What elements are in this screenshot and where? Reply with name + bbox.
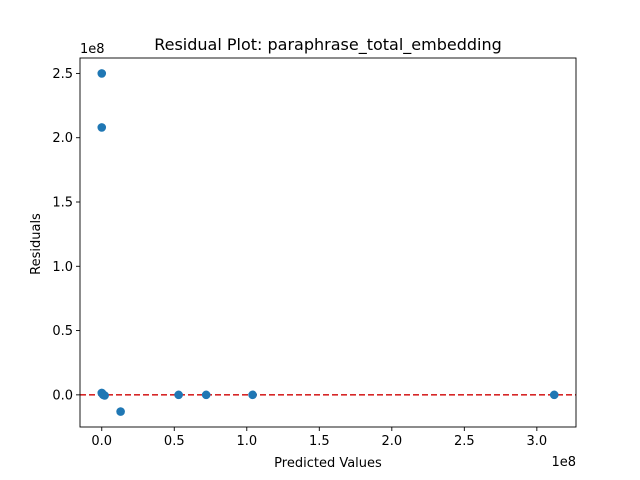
scatter-point xyxy=(100,391,109,400)
x-tick-label: 1.0 xyxy=(236,434,257,449)
y-tick-label: 2.0 xyxy=(52,131,73,146)
x-axis-label: Predicted Values xyxy=(274,456,382,471)
chart-title: Residual Plot: paraphrase_total_embeddin… xyxy=(154,35,502,55)
scatter-point xyxy=(174,390,183,400)
x-tick-label: 2.5 xyxy=(454,434,475,449)
y-tick-label: 1.5 xyxy=(52,196,73,211)
scatter-point xyxy=(549,390,559,400)
y-tick-label: 2.5 xyxy=(52,67,73,82)
scatter-point xyxy=(116,407,125,416)
y-tick-label: 1.0 xyxy=(52,260,73,275)
y-axis-label: Residuals xyxy=(29,213,44,275)
y-tick-label: 0.0 xyxy=(52,388,73,403)
x-offset-label: 1e8 xyxy=(551,455,576,470)
scatter-point xyxy=(248,390,257,400)
scatter-point xyxy=(97,123,107,132)
plot-frame xyxy=(79,57,577,428)
x-tick-label: 1.5 xyxy=(309,434,330,449)
x-tick-label: 3.0 xyxy=(526,434,547,449)
x-tick-label: 0.5 xyxy=(164,434,185,449)
scatter-point xyxy=(201,390,211,400)
y-tick-label: 0.5 xyxy=(52,324,73,339)
y-offset-label: 1e8 xyxy=(80,42,105,57)
x-tick-label: 0.0 xyxy=(91,434,112,449)
plot-area: 0.0 0.5 1.0 1.5 2.0 2.5 3.0 0.0 0.5 1.0 1.5 2.0 2.5 xyxy=(52,57,577,449)
scatter-point xyxy=(97,69,107,78)
x-tick-label: 2.0 xyxy=(381,434,402,449)
